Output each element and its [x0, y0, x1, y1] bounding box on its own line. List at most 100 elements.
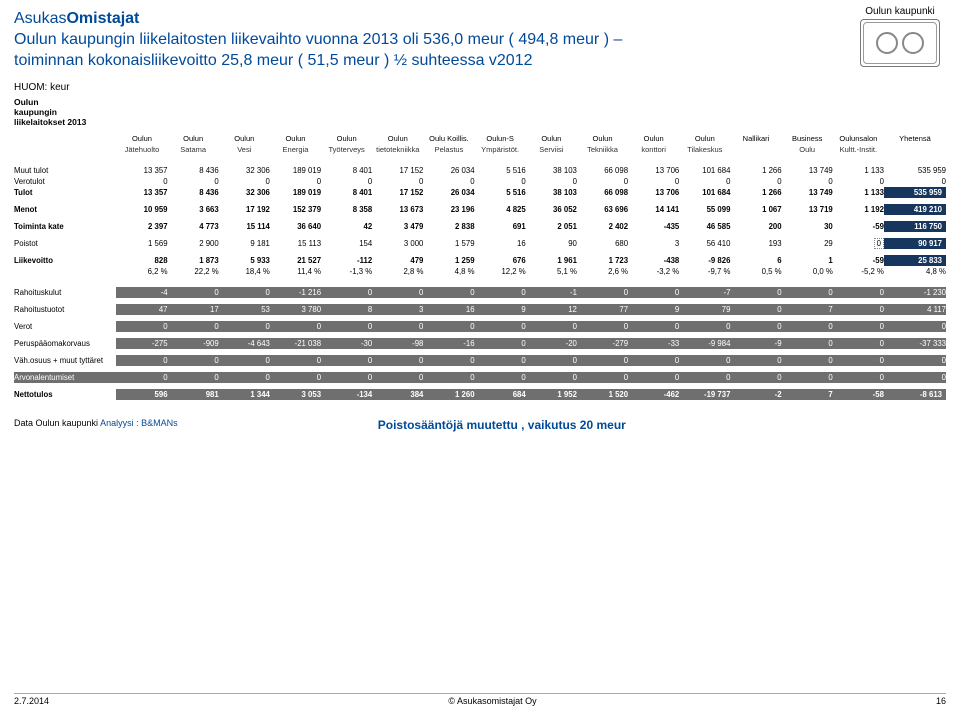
cell: 2 838 [423, 221, 474, 232]
cell: 4 825 [475, 204, 526, 215]
footer-right-spacer [826, 418, 946, 432]
cell: 0 [679, 372, 730, 383]
cell: 1 266 [730, 187, 781, 198]
cell: 12,2 % [475, 266, 526, 277]
cell: 12 [526, 304, 577, 315]
cell: -1,3 % [321, 266, 372, 277]
cell: 419 210 [884, 204, 946, 215]
footer-left-b: Analyysi : B&MANs [100, 418, 178, 428]
table-row: Rahoitustuotot4717533 780831691277979070… [14, 304, 946, 315]
cell: 23 196 [423, 204, 474, 215]
cell: 2,8 % [372, 266, 423, 277]
row-label: Verot [14, 321, 116, 332]
cell: 2,6 % [577, 266, 628, 277]
cell: 676 [475, 255, 526, 266]
cell: 5,1 % [526, 266, 577, 277]
cell: 1 266 [730, 165, 781, 176]
cell: 21 527 [270, 255, 321, 266]
cell: 3 [372, 304, 423, 315]
cell: 3 000 [372, 238, 423, 249]
col-header: Pelastus [423, 144, 474, 155]
cell: 0 [475, 372, 526, 383]
cell: 2 402 [577, 221, 628, 232]
table-row: Arvonalentumiset0000000000000000 [14, 372, 946, 383]
cell: -1 [526, 287, 577, 298]
table-row: Toiminta kate2 3974 77315 11436 640423 4… [14, 221, 946, 232]
cell: 30 [782, 221, 833, 232]
cell: 0 [270, 372, 321, 383]
cell: 3 [628, 238, 679, 249]
col-header: Jätehuolto [116, 144, 167, 155]
cell: -4 643 [219, 338, 270, 349]
row-label: Liikevoitto [14, 255, 116, 266]
table-row: Rahoituskulut-400-1 2160000-100-7000-1 2… [14, 287, 946, 298]
cell: 0 [219, 355, 270, 366]
cell: 8 [321, 304, 372, 315]
cell: 1 873 [168, 255, 219, 266]
cell: -9 984 [679, 338, 730, 349]
cell: 0 [833, 338, 884, 349]
cell: 116 750 [884, 221, 946, 232]
cell: 0 [526, 176, 577, 187]
table-row: Väh.osuus + muut tyttäret000000000000000… [14, 355, 946, 366]
cell: 17 152 [372, 187, 423, 198]
row-label: Tulot [14, 187, 116, 198]
col-header: Työterveys [321, 144, 372, 155]
cell: 0 [372, 355, 423, 366]
cell: 154 [321, 238, 372, 249]
cell: 11,4 % [270, 266, 321, 277]
cell: 0 [628, 355, 679, 366]
logo-box: Oulun kaupunki [854, 6, 946, 67]
headline-line2: toiminnan kokonaisliikevoitto 25,8 meur … [14, 51, 946, 72]
cell: 0,5 % [730, 266, 781, 277]
cell: 77 [577, 304, 628, 315]
cell: 9 181 [219, 238, 270, 249]
page-date: 2.7.2014 [14, 696, 49, 706]
cell: 1 952 [526, 389, 577, 400]
cell: -5,2 % [833, 266, 884, 277]
cell: 0 [833, 287, 884, 298]
cell: 22,2 % [168, 266, 219, 277]
cell: -19 737 [679, 389, 730, 400]
cell: 0 [526, 321, 577, 332]
cell: -435 [628, 221, 679, 232]
cell: 479 [372, 255, 423, 266]
cell: 0 [116, 321, 167, 332]
row-label: Muut tulot [14, 165, 116, 176]
cell: -1 230 [884, 287, 946, 298]
cell: 47 [116, 304, 167, 315]
row-label: Menot [14, 204, 116, 215]
cell: 535 959 [884, 165, 946, 176]
table-row: Menot10 9593 66317 192152 3798 35813 673… [14, 204, 946, 215]
cell: 1 133 [833, 187, 884, 198]
table-row: Poistot1 5692 9009 18115 1131543 0001 57… [14, 238, 946, 249]
col-header: Oulun [321, 133, 372, 144]
cell: 152 379 [270, 204, 321, 215]
cell: 0 [577, 176, 628, 187]
row-label: Toiminta kate [14, 221, 116, 232]
cell: 2 397 [116, 221, 167, 232]
cell: 79 [679, 304, 730, 315]
cell: 7 [782, 389, 833, 400]
cell: 0 [116, 355, 167, 366]
cell: 3 780 [270, 304, 321, 315]
row-label: Arvonalentumiset [14, 372, 116, 383]
col-header: Oulu Koillis. [423, 133, 474, 144]
cell: 13 706 [628, 165, 679, 176]
cell: 0 [730, 355, 781, 366]
cell: 0 [628, 176, 679, 187]
cell: 0 [526, 372, 577, 383]
logo-title: Oulun kaupunki [854, 6, 946, 17]
cell: 0 [884, 355, 946, 366]
col-header: Ympäristöt. [475, 144, 526, 155]
cell: 1 344 [219, 389, 270, 400]
col-header: Vesi [219, 144, 270, 155]
cell: 2 051 [526, 221, 577, 232]
cell: 53 [219, 304, 270, 315]
row-label: Verotulot [14, 176, 116, 187]
cell: 0 [321, 287, 372, 298]
cell: 0 [628, 321, 679, 332]
cell: -20 [526, 338, 577, 349]
cell: 1 569 [116, 238, 167, 249]
cell: 0 [116, 372, 167, 383]
